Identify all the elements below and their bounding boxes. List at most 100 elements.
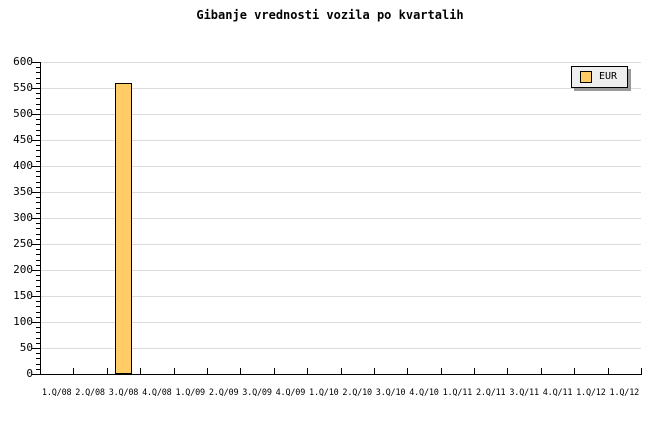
y-minor-tick (36, 342, 40, 344)
y-minor-tick (36, 228, 40, 230)
y-minor-tick (36, 259, 40, 261)
y-minor-tick (36, 197, 40, 199)
gridline (40, 348, 641, 349)
y-minor-tick (36, 306, 40, 308)
gridline (40, 62, 641, 63)
y-minor-tick (36, 186, 40, 188)
x-tick (540, 368, 542, 374)
x-axis-line (40, 374, 642, 375)
y-minor-tick (36, 233, 40, 235)
y-minor-tick (36, 311, 40, 313)
y-tick-label: 200 (13, 263, 33, 276)
y-tick-label: 400 (13, 159, 33, 172)
x-tick-label: 1.Q/12 (576, 388, 606, 398)
legend: EUR (571, 66, 628, 88)
y-minor-tick (36, 77, 40, 79)
y-major-tick (32, 270, 40, 271)
x-tick (507, 368, 509, 374)
x-tick-label: 3.Q/10 (375, 388, 406, 398)
x-tick (407, 368, 409, 374)
x-tick (307, 368, 309, 374)
y-minor-tick (36, 150, 40, 152)
x-tick (140, 368, 142, 374)
y-tick-label: 350 (13, 185, 33, 198)
y-tick-label: 0 (26, 367, 33, 380)
y-minor-tick (36, 181, 40, 183)
legend-swatch-eur (580, 71, 592, 83)
y-minor-tick (36, 301, 40, 303)
x-tick (373, 368, 375, 374)
y-minor-tick (36, 134, 40, 136)
y-minor-tick (36, 160, 40, 162)
y-major-tick (32, 114, 40, 115)
y-minor-tick (36, 264, 40, 266)
y-major-tick (32, 88, 40, 89)
x-tick (574, 368, 576, 374)
x-tick (641, 368, 642, 374)
x-tick (273, 368, 275, 374)
x-tick-label: 2.Q/11 (475, 388, 506, 398)
y-minor-tick (36, 254, 40, 256)
legend-label: EUR (599, 71, 618, 82)
y-tick-label: 100 (13, 315, 33, 328)
y-tick-label: 600 (13, 55, 33, 68)
gridline (40, 244, 641, 245)
x-tick-label: 4.Q/11 (542, 388, 573, 398)
y-minor-tick (36, 82, 40, 84)
x-tick (240, 368, 242, 374)
x-tick (206, 368, 208, 374)
x-tick (73, 368, 75, 374)
x-tick-label: 1.Q/11 (442, 388, 473, 398)
x-tick-label: 1.Q/08 (41, 388, 72, 398)
y-major-tick (32, 348, 40, 349)
y-minor-tick (36, 353, 40, 355)
y-major-tick (32, 166, 40, 167)
y-axis-line (40, 62, 41, 375)
gridline (40, 218, 641, 219)
y-minor-tick (36, 332, 40, 334)
bar-3-q-08 (115, 83, 132, 374)
x-tick-label: 1.Q/12 (609, 388, 640, 398)
y-minor-tick (36, 316, 40, 318)
gridline (40, 166, 641, 167)
y-minor-tick (36, 223, 40, 225)
y-minor-tick (36, 363, 40, 365)
y-minor-tick (36, 327, 40, 329)
y-major-tick (32, 322, 40, 323)
y-major-tick (32, 192, 40, 193)
y-minor-tick (36, 155, 40, 157)
x-tick-label: 2.Q/10 (342, 388, 372, 398)
y-major-tick (32, 62, 40, 63)
y-major-tick (32, 218, 40, 219)
gridline (40, 88, 641, 89)
y-minor-tick (36, 202, 40, 204)
y-major-tick (32, 244, 40, 245)
y-minor-tick (36, 72, 40, 74)
y-tick-label: 300 (13, 211, 33, 224)
x-tick-label: 4.Q/10 (409, 388, 439, 398)
gridline (40, 192, 641, 193)
y-minor-tick (36, 358, 40, 360)
x-tick-label: 2.Q/09 (208, 388, 239, 398)
y-minor-tick (36, 337, 40, 339)
y-minor-tick (36, 171, 40, 173)
y-minor-tick (36, 145, 40, 147)
y-minor-tick (36, 290, 40, 292)
x-tick (607, 368, 609, 374)
gridline (40, 114, 641, 115)
x-tick (173, 368, 175, 374)
y-minor-tick (36, 103, 40, 105)
y-minor-tick (36, 108, 40, 110)
gridline (40, 140, 641, 141)
y-minor-tick (36, 285, 40, 287)
y-minor-tick (36, 119, 40, 121)
y-minor-tick (36, 93, 40, 95)
x-tick (106, 368, 108, 374)
y-minor-tick (36, 67, 40, 69)
x-tick (474, 368, 476, 374)
chart-title: Gibanje vrednosti vozila po kvartalih (196, 8, 464, 22)
x-tick (340, 368, 342, 374)
y-minor-tick (36, 207, 40, 209)
y-minor-tick (36, 124, 40, 126)
y-minor-tick (36, 129, 40, 131)
